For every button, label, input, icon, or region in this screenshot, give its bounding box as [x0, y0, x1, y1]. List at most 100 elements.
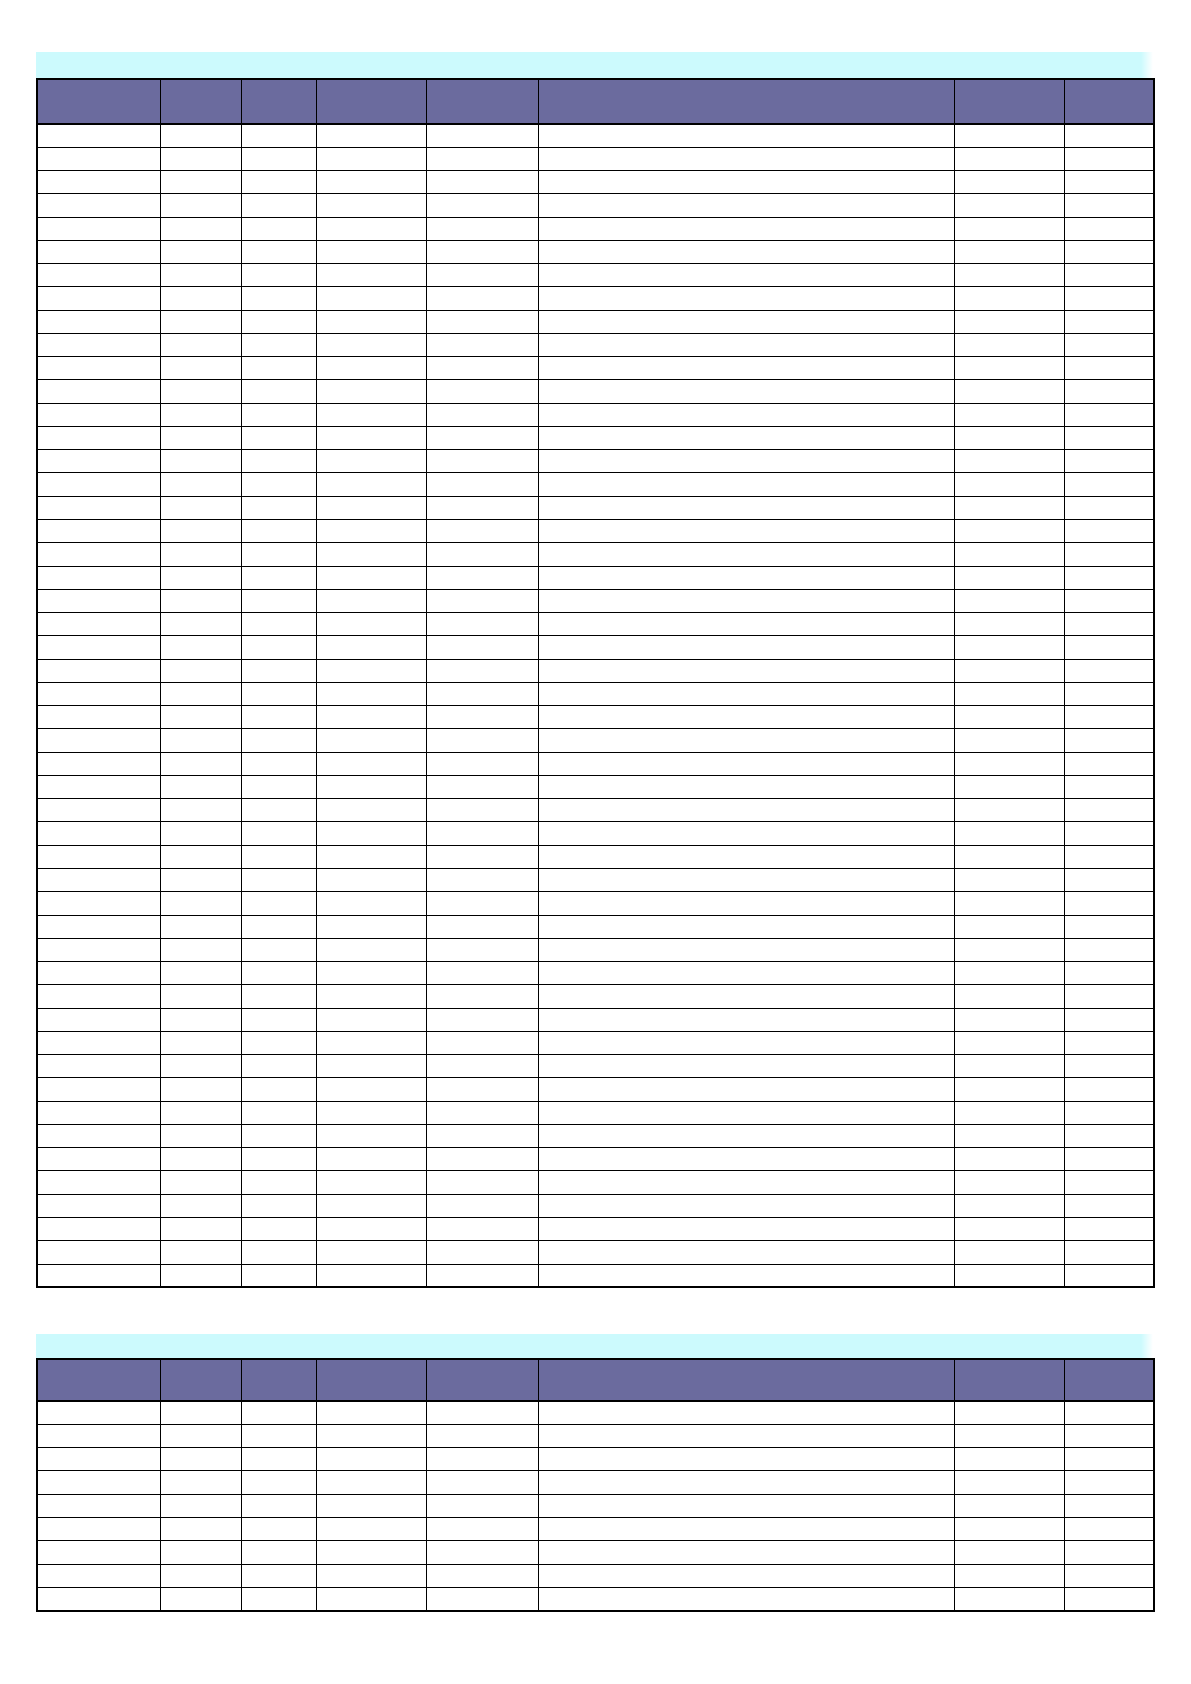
table-row: [36, 1054, 1155, 1079]
table-cell: [240, 821, 317, 846]
table-cell: [953, 705, 1065, 730]
table-cell: [36, 193, 161, 218]
table-cell: [159, 635, 242, 660]
table-cell: [159, 844, 242, 870]
table-cell: [240, 1447, 317, 1472]
table-cell: [425, 472, 539, 497]
table-cell: [315, 1493, 427, 1519]
table-cell: [159, 472, 242, 497]
table-cell: [315, 1540, 427, 1565]
table-cell: [953, 751, 1065, 776]
table-cell: [425, 449, 539, 474]
table-cell: [315, 961, 427, 986]
table-cell: [953, 216, 1065, 241]
table-cell: [953, 1263, 1065, 1288]
table-cell: [425, 402, 539, 427]
table-cell: [425, 565, 539, 590]
table-cell: [315, 844, 427, 870]
table-cell: [240, 123, 317, 148]
table-cell: [537, 1240, 955, 1265]
table-title-band: [36, 52, 1153, 78]
table-cell: [36, 914, 161, 939]
table-cell: [953, 1447, 1065, 1472]
table-cell: [425, 1263, 539, 1288]
table-cell: [537, 356, 955, 381]
table-cell: [315, 1216, 427, 1242]
table-cell: [425, 1240, 539, 1265]
table-cell: [159, 332, 242, 358]
table-cell: [1063, 1123, 1155, 1149]
table-cell: [159, 1447, 242, 1472]
table-row: [36, 309, 1155, 334]
table-cell: [240, 239, 317, 265]
table-cell: [315, 705, 427, 730]
table-cell: [1063, 1470, 1155, 1495]
table-cell: [1063, 844, 1155, 870]
table-cell: [537, 542, 955, 567]
table-cell: [953, 914, 1065, 939]
table-cell: [36, 402, 161, 427]
table-cell: [240, 449, 317, 474]
table-row: [36, 937, 1155, 963]
table-cell: [159, 519, 242, 544]
table-cell: [159, 1077, 242, 1102]
table-cell: [315, 1100, 427, 1125]
table-cell: [1063, 356, 1155, 381]
table-cell: [159, 774, 242, 800]
table-cell: [315, 565, 427, 590]
table-cell: [537, 519, 955, 544]
table-cell: [537, 263, 955, 288]
table-cell: [315, 402, 427, 427]
table-cell: [36, 1240, 161, 1265]
table-cell: [240, 170, 317, 195]
table-cell: [315, 867, 427, 893]
table-cell: [159, 449, 242, 474]
table-cell: [315, 681, 427, 707]
table-cell: [36, 1400, 161, 1425]
table-cell: [537, 961, 955, 986]
table-cell: [425, 821, 539, 846]
table-cell: [159, 1100, 242, 1125]
table-cell: [1063, 146, 1155, 172]
table-cell: [159, 612, 242, 637]
table-row: [36, 867, 1155, 893]
table-cell: [240, 612, 317, 637]
data-table-lower: [36, 1358, 1155, 1612]
table-cell: [159, 123, 242, 148]
table-cell: [425, 937, 539, 963]
table-cell: [36, 798, 161, 823]
table-cell: [240, 914, 317, 939]
table-cell: [425, 170, 539, 195]
table-cell: [36, 1540, 161, 1565]
table-cell: [315, 914, 427, 939]
table-cell: [36, 1007, 161, 1032]
table-cell: [537, 937, 955, 963]
table-cell: [1063, 798, 1155, 823]
table-cell: [1063, 891, 1155, 916]
table-cell: [953, 681, 1065, 707]
table-cell: [315, 612, 427, 637]
table-cell: [1063, 263, 1155, 288]
table-row: [36, 542, 1155, 567]
table-cell: [36, 751, 161, 776]
table-cell: [240, 332, 317, 358]
table-cell: [1063, 1077, 1155, 1102]
table-row: [36, 1100, 1155, 1125]
table-cell: [1063, 914, 1155, 939]
table-cell: [537, 123, 955, 148]
table-cell: [953, 170, 1065, 195]
table-cell: [315, 1517, 427, 1542]
table-cell: [1063, 961, 1155, 986]
table-cell: [240, 1240, 317, 1265]
table-cell: [315, 193, 427, 218]
table-cell: [1063, 425, 1155, 451]
table-cell: [1063, 681, 1155, 707]
table-cell: [425, 798, 539, 823]
table-cell: [36, 495, 161, 521]
table-cell: [159, 239, 242, 265]
table-row: [36, 1540, 1155, 1565]
table-cell: [537, 984, 955, 1009]
table-cell: [537, 146, 955, 172]
table-row: [36, 1517, 1155, 1542]
table-cell: [240, 1587, 317, 1612]
